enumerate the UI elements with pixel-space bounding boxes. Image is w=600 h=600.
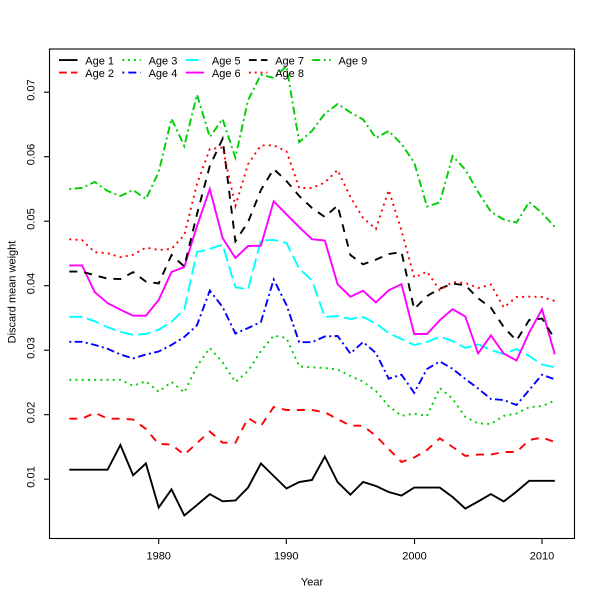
svg-text:Discard mean weight: Discard mean weight — [7, 241, 19, 344]
svg-text:1990: 1990 — [274, 551, 298, 563]
svg-text:Age 4: Age 4 — [149, 68, 178, 80]
svg-text:0.07: 0.07 — [26, 79, 38, 100]
svg-text:Age 5: Age 5 — [212, 55, 241, 67]
svg-text:Age 9: Age 9 — [339, 55, 368, 67]
svg-text:0.02: 0.02 — [26, 402, 38, 423]
svg-text:Year: Year — [301, 577, 324, 589]
svg-text:2000: 2000 — [402, 551, 426, 563]
svg-text:Age 1: Age 1 — [85, 55, 114, 67]
svg-text:0.05: 0.05 — [26, 208, 38, 229]
svg-text:Age 6: Age 6 — [212, 68, 241, 80]
svg-text:2010: 2010 — [530, 551, 554, 563]
svg-text:Age 3: Age 3 — [149, 55, 178, 67]
svg-text:Age 8: Age 8 — [275, 68, 304, 80]
svg-text:0.03: 0.03 — [26, 337, 38, 358]
svg-text:0.06: 0.06 — [26, 144, 38, 165]
svg-text:Age 2: Age 2 — [85, 68, 114, 80]
svg-text:0.04: 0.04 — [26, 273, 38, 294]
svg-text:1980: 1980 — [146, 551, 170, 563]
svg-text:0.01: 0.01 — [26, 466, 38, 487]
svg-text:Age 7: Age 7 — [275, 55, 304, 67]
